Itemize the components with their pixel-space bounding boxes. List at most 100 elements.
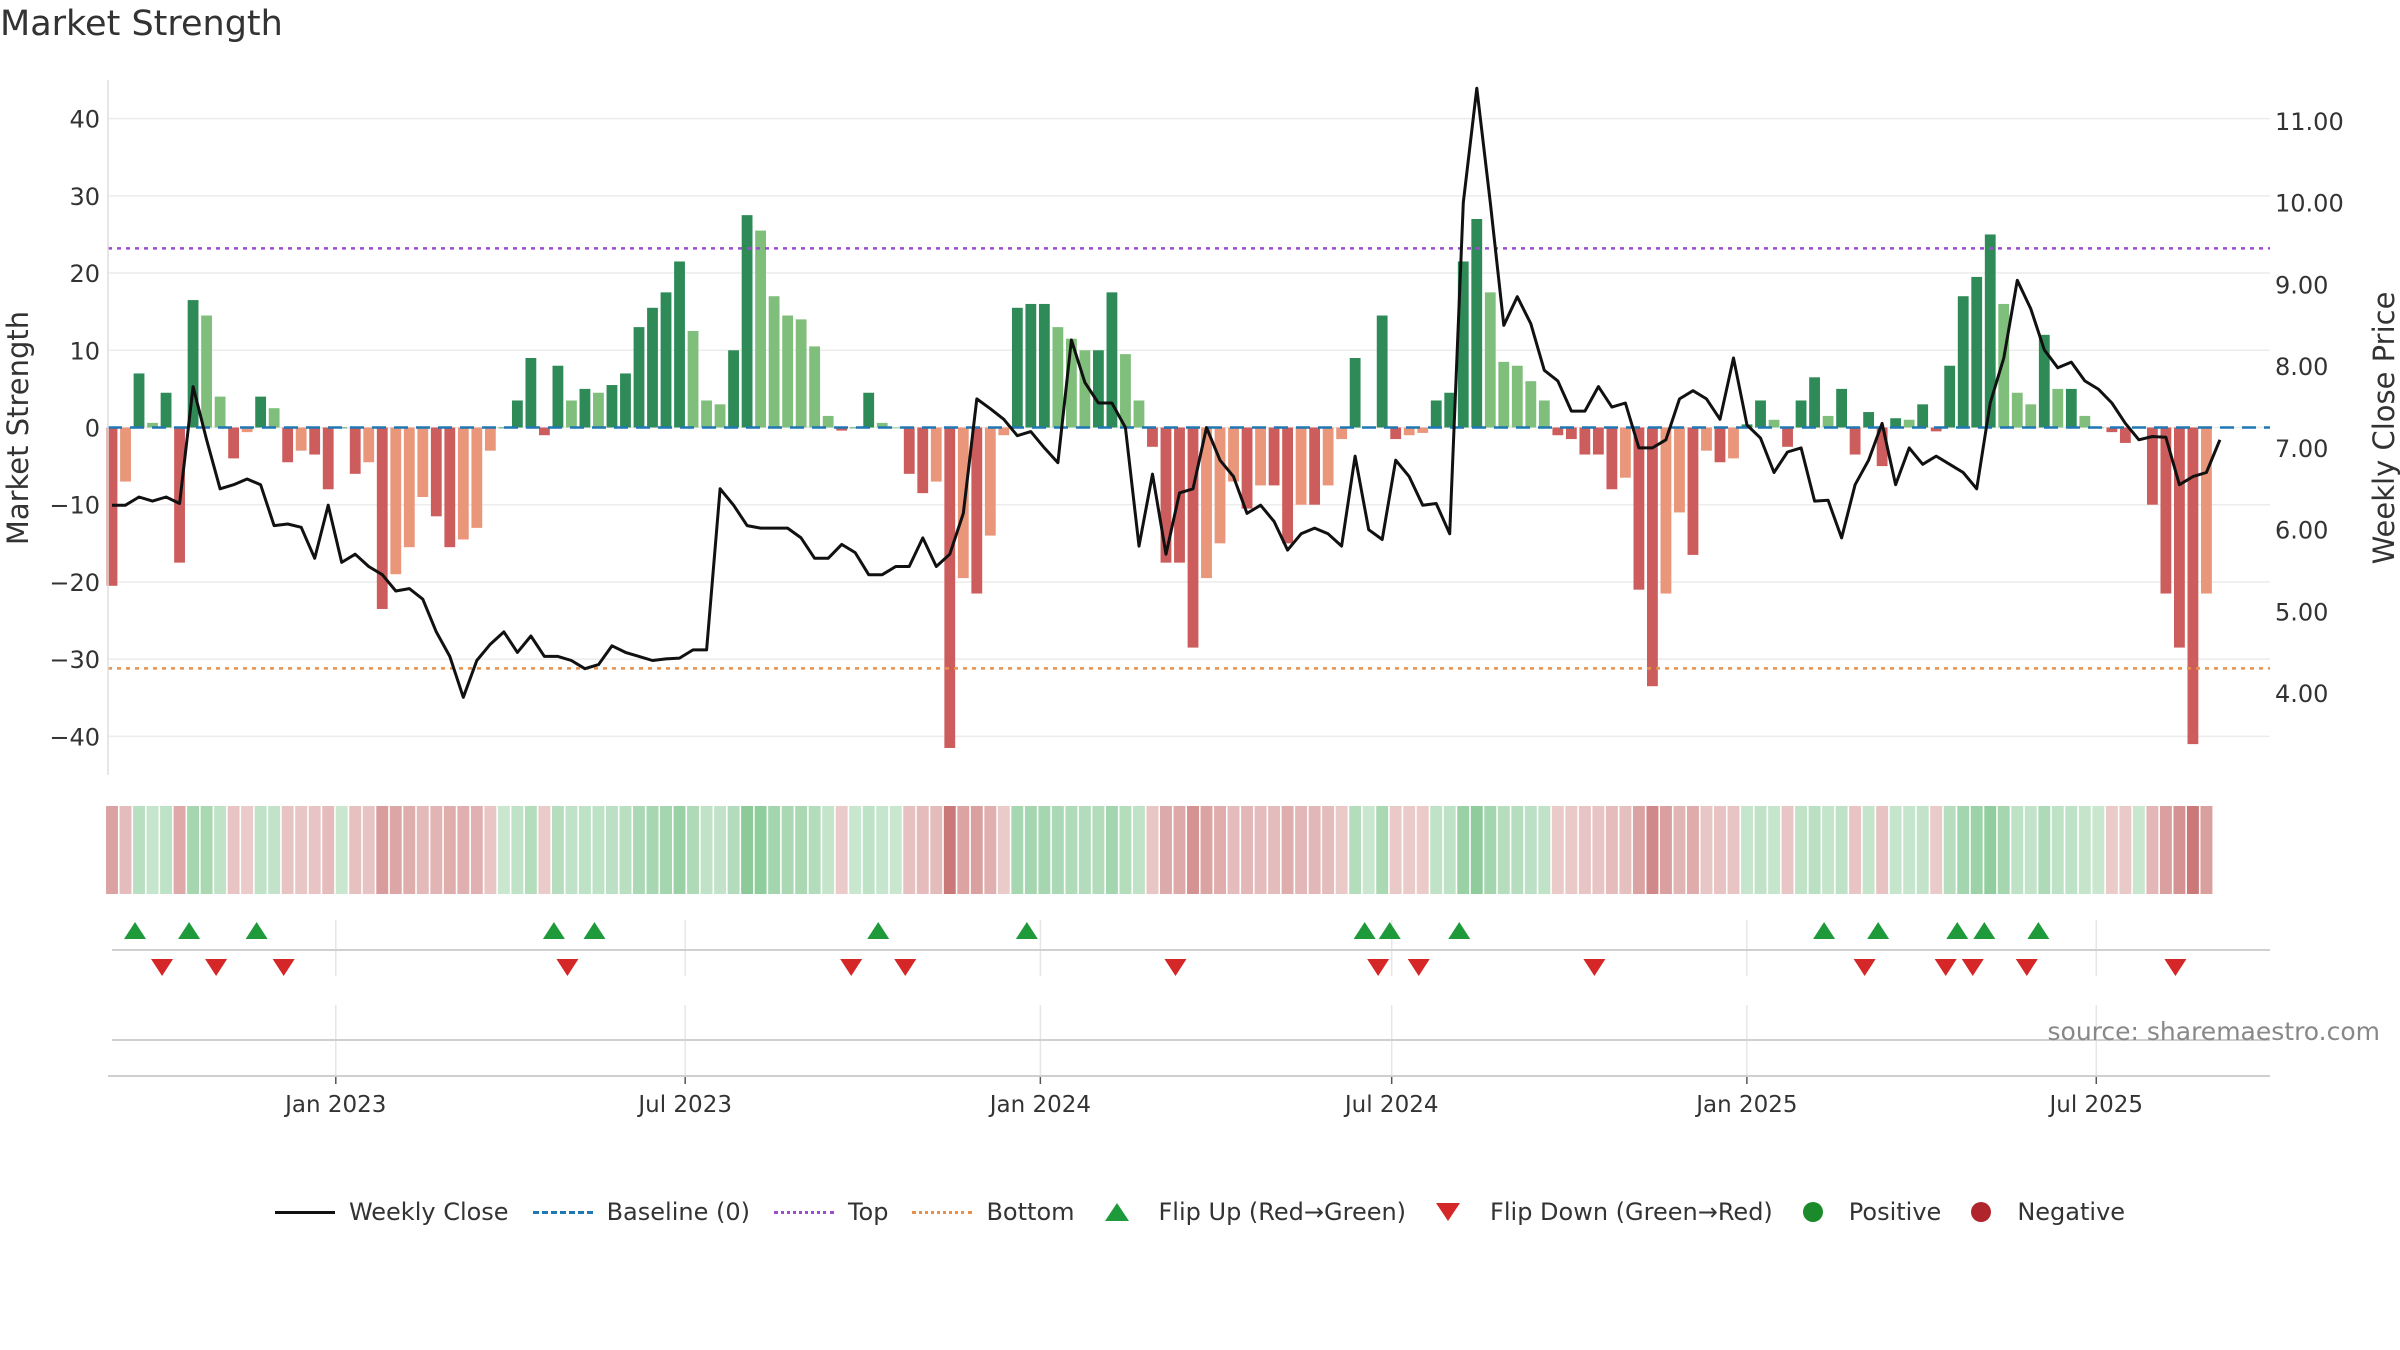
strength-bar bbox=[728, 350, 739, 428]
strength-bar bbox=[457, 427, 469, 540]
regime-cell bbox=[997, 806, 1010, 894]
regime-cell bbox=[1119, 806, 1132, 894]
regime-cell bbox=[1835, 806, 1848, 894]
regime-cell bbox=[1470, 806, 1483, 894]
regime-cell bbox=[1714, 806, 1726, 894]
regime-cell bbox=[160, 806, 173, 894]
strength-bar bbox=[268, 408, 280, 428]
strength-bar bbox=[1552, 427, 1564, 436]
legend-baseline-swatch bbox=[532, 1210, 593, 1214]
regime-cell bbox=[551, 806, 564, 894]
regime-cell bbox=[2119, 806, 2132, 894]
regime-cell bbox=[2173, 806, 2186, 894]
strength-bar bbox=[1187, 427, 1199, 648]
strength-bar bbox=[1849, 427, 1861, 455]
strength-bar bbox=[403, 427, 415, 548]
strength-bar bbox=[349, 427, 361, 474]
strength-bar bbox=[444, 427, 456, 548]
regime-cell bbox=[1741, 806, 1753, 894]
regime-cell bbox=[903, 806, 916, 894]
regime-cell bbox=[1295, 806, 1308, 894]
regime-cell bbox=[1957, 806, 1970, 894]
strength-bar bbox=[417, 427, 429, 497]
strength-bar bbox=[903, 427, 915, 474]
regime-cell bbox=[984, 806, 997, 894]
regime-cell bbox=[106, 806, 118, 894]
strength-bar bbox=[1011, 307, 1023, 428]
regime-cell bbox=[524, 806, 537, 894]
regime-cell bbox=[1430, 806, 1443, 894]
regime-cell bbox=[1051, 806, 1064, 894]
x-tick-label: Jul 2023 bbox=[636, 1092, 732, 1118]
regime-cell bbox=[214, 806, 227, 894]
strength-bar bbox=[1147, 427, 1158, 447]
strength-bar bbox=[1322, 427, 1334, 486]
source-label: source: sharemaestro.com bbox=[2048, 1017, 2381, 1046]
strength-bar bbox=[984, 427, 996, 536]
strength-bar bbox=[1863, 412, 1875, 428]
strength-bar bbox=[160, 392, 172, 428]
regime-cell bbox=[2011, 806, 2024, 894]
y-tick-label: 10 bbox=[69, 337, 100, 365]
strength-bar bbox=[120, 427, 131, 482]
strength-bar bbox=[282, 427, 294, 463]
regime-cell bbox=[1754, 806, 1767, 894]
strength-bar bbox=[876, 422, 888, 428]
strength-bar bbox=[147, 422, 158, 428]
strength-bar bbox=[133, 373, 145, 428]
strength-bar bbox=[1890, 418, 1902, 428]
regime-cell bbox=[1187, 806, 1199, 894]
strength-bar bbox=[1511, 365, 1523, 428]
strength-bar bbox=[309, 427, 321, 455]
regime-cell bbox=[1727, 806, 1740, 894]
flip-up-marker bbox=[1448, 922, 1471, 939]
strength-bar bbox=[1241, 427, 1253, 509]
y2-tick-label: 8.00 bbox=[2275, 353, 2328, 381]
regime-cell bbox=[457, 806, 470, 894]
flip-up-marker bbox=[1378, 922, 1401, 939]
regime-cell bbox=[768, 806, 781, 894]
regime-cell bbox=[241, 806, 254, 894]
legend-flip-up-label: Flip Up (Red→Green) bbox=[1158, 1198, 1407, 1226]
regime-cell bbox=[1687, 806, 1699, 894]
regime-cell bbox=[795, 806, 808, 894]
strength-bar bbox=[2079, 415, 2091, 428]
regime-cell bbox=[1214, 806, 1226, 894]
strength-bar bbox=[1498, 361, 1510, 428]
strength-bar bbox=[2160, 427, 2172, 594]
regime-cell bbox=[443, 806, 456, 894]
strength-bar bbox=[214, 396, 226, 428]
regime-cell bbox=[430, 806, 443, 894]
regime-cell bbox=[2200, 806, 2213, 894]
regime-cell bbox=[943, 806, 956, 894]
regime-cell bbox=[1997, 806, 2010, 894]
strength-bar bbox=[930, 427, 942, 482]
regime-cell bbox=[1659, 806, 1672, 894]
regime-cell bbox=[187, 806, 200, 894]
regime-cell bbox=[1889, 806, 1902, 894]
legend-item-negative: Negative bbox=[1965, 1198, 2125, 1226]
strength-bar bbox=[998, 427, 1010, 436]
flip-up-marker bbox=[1973, 922, 1996, 939]
regime-cell bbox=[714, 806, 727, 894]
strength-bar bbox=[1201, 427, 1212, 579]
strength-bar bbox=[2119, 427, 2131, 443]
regime-cell bbox=[741, 806, 754, 894]
strength-bar bbox=[1809, 377, 1820, 428]
regime-cell bbox=[1349, 806, 1362, 894]
y2-tick-label: 7.00 bbox=[2275, 435, 2328, 463]
regime-cell bbox=[362, 806, 375, 894]
strength-bar bbox=[1390, 427, 1402, 440]
regime-cell bbox=[308, 806, 321, 894]
regime-cell bbox=[619, 806, 632, 894]
regime-cell bbox=[970, 806, 983, 894]
strength-bar bbox=[2106, 427, 2118, 433]
y2-tick-label: 9.00 bbox=[2275, 271, 2328, 299]
regime-cell bbox=[835, 806, 848, 894]
y-tick-label: 30 bbox=[69, 183, 100, 211]
regime-cell bbox=[2105, 806, 2118, 894]
strength-bar bbox=[633, 327, 645, 428]
strength-bar bbox=[768, 296, 780, 428]
strength-bar bbox=[2011, 392, 2023, 428]
regime-cell bbox=[470, 806, 483, 894]
